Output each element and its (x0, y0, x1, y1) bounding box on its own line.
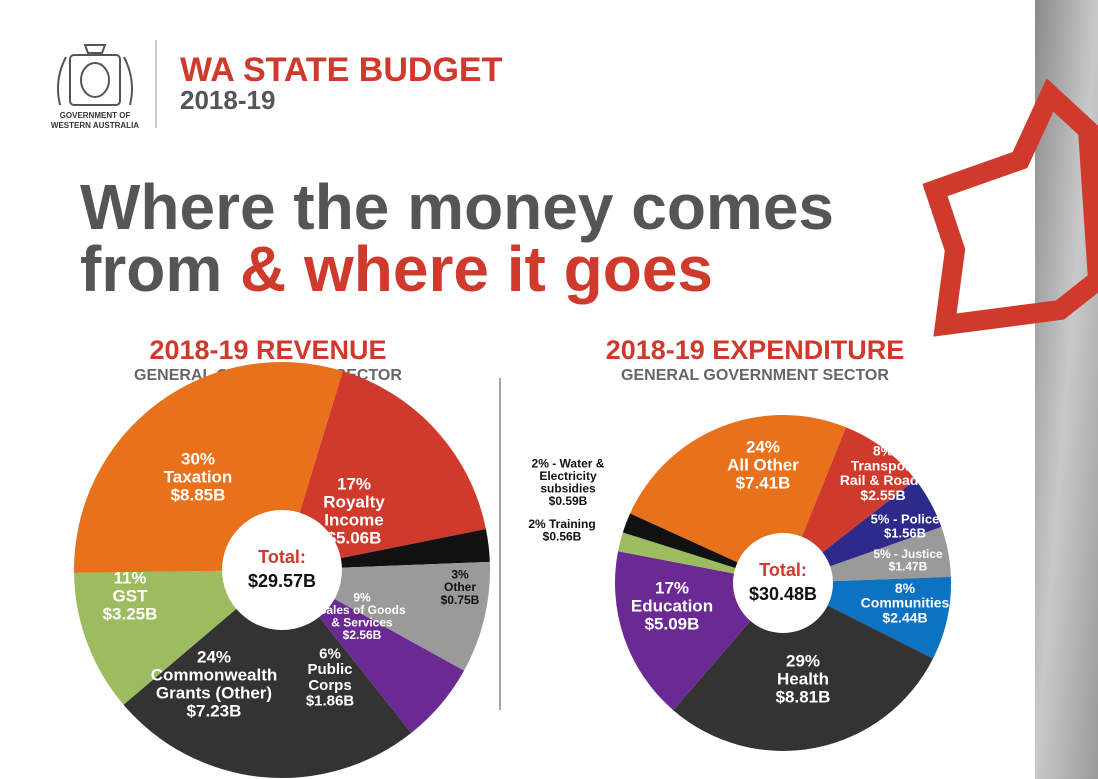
total-hole (222, 510, 342, 630)
logo-text: GOVERNMENT OF (60, 111, 131, 120)
slice-label: 17% (655, 579, 689, 598)
total-value: $29.57B (248, 571, 316, 591)
chart-title: 2018-19 EXPENDITURE (606, 335, 905, 365)
slice-label: Grants (Other) (156, 683, 272, 702)
slice-label: Corps (308, 677, 351, 694)
slice-label: 24% (746, 438, 780, 457)
wa-outline (922, 78, 1098, 337)
slice-value-label: $1.86B (306, 693, 355, 710)
pie-slice (783, 427, 916, 583)
slice-label: Rail & Roads (840, 472, 927, 488)
slice-label: 17% (337, 475, 371, 494)
slice-value-label: $8.81B (776, 687, 831, 706)
headline: Where the money comes (80, 171, 834, 243)
slice-label: Other (444, 580, 476, 594)
slice-label: Public (307, 661, 352, 678)
pie-slice (74, 570, 282, 705)
slice-label: 2% - Water & (532, 456, 605, 470)
total-label: Total: (759, 560, 807, 580)
slice-value-label: $1.56B (884, 525, 926, 540)
slice-label: Commonwealth (151, 666, 278, 685)
headline-part: from (80, 233, 222, 305)
slice-label: 29% (786, 652, 820, 671)
budget-title: WA STATE BUDGET (180, 51, 503, 89)
slice-label: 5% - Police (871, 512, 940, 527)
slice-label: 3% (451, 568, 469, 582)
slice-label: 30% (181, 450, 215, 469)
slice-value-label: $1.47B (889, 559, 928, 573)
pie-slice (673, 583, 934, 751)
total-label: Total: (258, 547, 306, 567)
slice-label: 24% (197, 648, 231, 667)
pie-slice (282, 371, 486, 570)
headline: from & where it goes (80, 233, 713, 305)
slice-label: subsidies (540, 481, 596, 495)
slice-label: 9% (353, 590, 371, 604)
logo-text: WESTERN AUSTRALIA (51, 121, 139, 130)
slice-value-label: $5.06B (327, 528, 382, 547)
slice-label: GST (113, 586, 149, 605)
slice-label: & Services (331, 615, 393, 629)
slice-label: Communities (861, 595, 950, 611)
slice-label: All Other (727, 455, 799, 474)
slice-value-label: $8.85B (171, 485, 226, 504)
slice-value-label: $7.41B (736, 473, 791, 492)
slice-label: 8% (873, 443, 894, 459)
slice-label: Sales of Goods (318, 603, 406, 617)
chart-subtitle: GENERAL GOVERNMENT SECTOR (621, 367, 889, 384)
slice-value-label: $0.59B (549, 494, 588, 508)
slice-label: Electricity (539, 469, 597, 483)
slice-label: Taxation (164, 467, 233, 486)
slice-label: 11% (113, 569, 146, 588)
chart-title: 2018-19 REVENUE (149, 335, 386, 365)
headline-part: & where it goes (240, 233, 713, 305)
pie-slice (123, 570, 412, 778)
slice-label: Transport (851, 457, 916, 473)
slice-value-label: $3.25B (103, 604, 158, 623)
slice-label: 8% (895, 580, 916, 596)
slice-label: Royalty (323, 493, 385, 512)
slice-label: 5% - Justice (873, 547, 943, 561)
pie-slice (282, 570, 465, 733)
slice-value-label: $2.55B (860, 487, 905, 503)
slice-value-label: $0.75B (441, 593, 480, 607)
logo (57, 44, 133, 106)
slice-value-label: $5.09B (645, 614, 700, 633)
budget-year: 2018-19 (180, 85, 275, 115)
total-value: $30.48B (749, 584, 817, 604)
slice-label: 2% Training (528, 517, 595, 531)
slice-label: Income (324, 510, 384, 529)
slice-label: Education (631, 596, 713, 615)
slice-label: Health (777, 669, 829, 688)
slice-value-label: $2.44B (882, 609, 927, 625)
slice-value-label: $2.56B (343, 628, 382, 642)
slice-label: 6% (319, 645, 341, 662)
slice-value-label: $7.23B (187, 701, 242, 720)
total-hole (733, 533, 833, 633)
slice-value-label: $0.56B (543, 529, 582, 543)
